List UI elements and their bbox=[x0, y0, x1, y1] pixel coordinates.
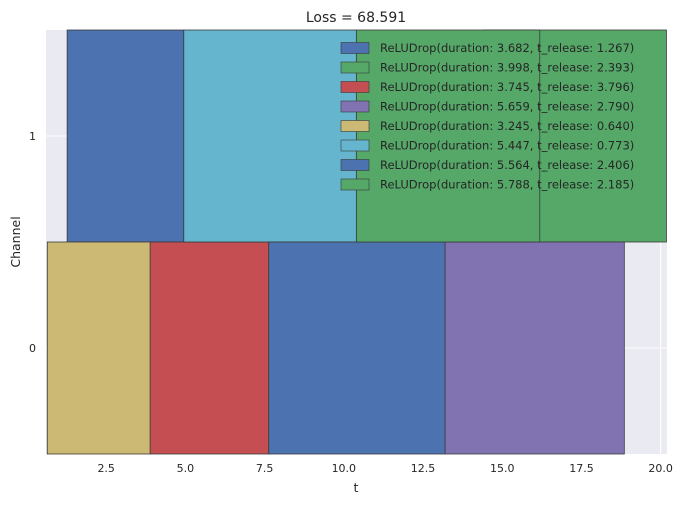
y-tick-label: 0 bbox=[29, 342, 36, 355]
y-tick-label: 1 bbox=[29, 130, 36, 143]
x-tick-label: 12.5 bbox=[411, 462, 436, 475]
legend-swatch bbox=[340, 159, 370, 171]
bar-7 bbox=[268, 241, 446, 455]
legend-label: ReLUDrop(duration: 5.788, t_release: 2.1… bbox=[380, 178, 634, 192]
bar-3 bbox=[149, 241, 270, 455]
x-tick-label: 17.5 bbox=[569, 462, 594, 475]
chart-title: Loss = 68.591 bbox=[306, 10, 406, 26]
legend-swatch bbox=[340, 139, 370, 152]
legend-label: ReLUDrop(duration: 3.745, t_release: 3.7… bbox=[380, 80, 634, 94]
bar-5 bbox=[46, 241, 151, 455]
x-tick-label: 15.0 bbox=[490, 462, 515, 475]
legend-swatch bbox=[340, 120, 370, 132]
legend-swatch bbox=[340, 100, 370, 113]
x-tick-label: 5.0 bbox=[177, 462, 195, 475]
x-tick-label: 7.5 bbox=[256, 462, 274, 475]
legend-swatch bbox=[340, 81, 370, 93]
legend-swatch bbox=[340, 178, 370, 191]
legend-label: ReLUDrop(duration: 3.998, t_release: 2.3… bbox=[380, 61, 634, 75]
legend-label: ReLUDrop(duration: 3.245, t_release: 0.6… bbox=[380, 119, 634, 133]
x-axis-label: t bbox=[354, 480, 359, 495]
x-axis-ticks: 2.5 5.0 7.5 10.0 12.5 15.0 17.5 20.0 bbox=[97, 462, 672, 475]
x-tick-label: 10.0 bbox=[332, 462, 357, 475]
legend-swatch bbox=[340, 42, 370, 54]
legend-swatch bbox=[340, 61, 370, 74]
bar-1 bbox=[66, 29, 185, 243]
legend: ReLUDrop(duration: 3.682, t_release: 1.2… bbox=[340, 41, 634, 192]
legend-label: ReLUDrop(duration: 3.682, t_release: 1.2… bbox=[380, 41, 634, 55]
legend-label: ReLUDrop(duration: 5.447, t_release: 0.7… bbox=[380, 139, 634, 153]
bars bbox=[46, 29, 667, 455]
legend-label: ReLUDrop(duration: 5.564, t_release: 2.4… bbox=[380, 158, 634, 172]
bar-6 bbox=[183, 29, 357, 243]
y-axis-ticks: 01 bbox=[29, 130, 36, 355]
x-tick-label: 2.5 bbox=[97, 462, 115, 475]
y-axis-label: Channel bbox=[8, 216, 23, 267]
x-tick-label: 20.0 bbox=[648, 462, 673, 475]
bar-4 bbox=[444, 241, 625, 455]
bar-8 bbox=[355, 29, 541, 243]
legend-label: ReLUDrop(duration: 5.659, t_release: 2.7… bbox=[380, 100, 634, 114]
